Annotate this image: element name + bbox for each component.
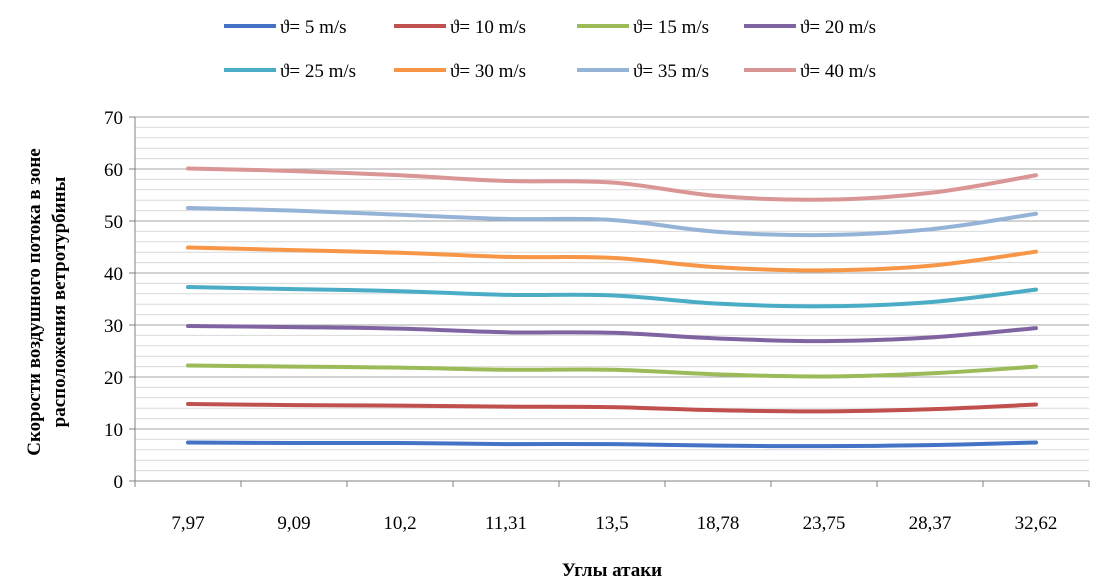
- legend-label: ϑ= 40 m/s: [800, 61, 876, 82]
- series-line-6: [186, 245, 1038, 273]
- series-line-2: [186, 402, 1038, 414]
- x-tick-label: 18,78: [697, 513, 740, 534]
- y-tick-label: 50: [104, 212, 123, 233]
- y-tick-label: 60: [104, 160, 123, 181]
- y-axis-title-line-1: Скорости воздушного потока в зоне: [24, 148, 45, 455]
- x-tick-label: 23,75: [803, 513, 846, 534]
- series-layer: [186, 166, 1038, 449]
- y-tick-label: 30: [104, 316, 123, 337]
- x-tick-label: 32,62: [1015, 513, 1058, 534]
- y-axis-title-line-2: расположения ветротурбины: [49, 176, 70, 427]
- grid-layer: [135, 116, 1089, 472]
- legend-label: ϑ= 30 m/s: [450, 61, 526, 82]
- series-line-8: [186, 166, 1038, 202]
- axes-layer: 0 10 20 30 40 50 60 70 7,97 9,09 10,2 11,31 13,5 18,7…: [104, 108, 1090, 534]
- series-line-1: [186, 440, 1038, 449]
- legend-label: ϑ= 15 m/s: [633, 17, 709, 38]
- y-tick-label: 0: [114, 472, 124, 493]
- y-tick-label: 70: [104, 108, 123, 129]
- series-line-3: [186, 363, 1038, 379]
- legend-label: ϑ= 35 m/s: [633, 61, 709, 82]
- x-tick-label: 28,37: [909, 513, 952, 534]
- y-tick-label: 40: [104, 264, 123, 285]
- series-line-7: [186, 206, 1038, 238]
- x-tick-label: 7,97: [171, 513, 204, 534]
- legend-label: ϑ= 25 m/s: [280, 61, 356, 82]
- y-axis-title: Скорости воздушного потока в зоне распол…: [24, 148, 70, 455]
- x-tick-label: 10,2: [383, 513, 416, 534]
- legend-label: ϑ= 20 m/s: [800, 17, 876, 38]
- x-axis-title: Углы атаки: [562, 560, 662, 581]
- legend: ϑ= 5 m/s ϑ= 10 m/s ϑ= 15 m/s ϑ= 20 m/s ϑ= 25…: [224, 17, 876, 82]
- legend-label: ϑ= 10 m/s: [450, 17, 526, 38]
- y-tick-label: 20: [104, 368, 123, 389]
- x-tick-label: 11,31: [485, 513, 527, 534]
- legend-label: ϑ= 5 m/s: [280, 17, 347, 38]
- series-line-5: [186, 285, 1038, 309]
- x-tick-label: 9,09: [277, 513, 310, 534]
- x-tick-label: 13,5: [595, 513, 628, 534]
- y-tick-label: 10: [104, 420, 123, 441]
- series-line-4: [186, 324, 1038, 344]
